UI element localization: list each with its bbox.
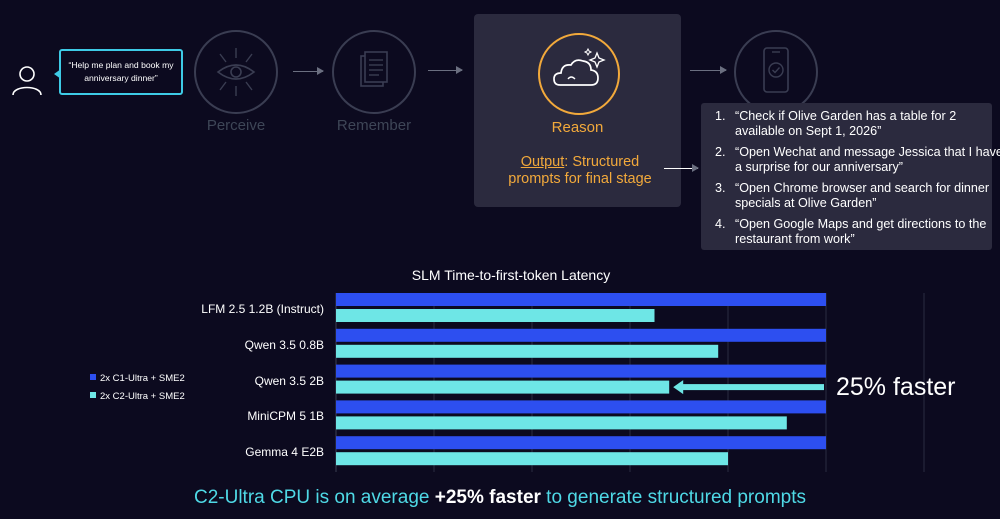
bar-c2-3 <box>336 416 787 430</box>
category-label: MiniCPM 5 1B <box>247 409 324 423</box>
bar-c1-3 <box>336 400 826 414</box>
prompt-item: “Open Chrome browser and search for dinn… <box>729 181 1000 210</box>
reason-label: Reason <box>551 119 604 136</box>
document-icon <box>360 51 388 87</box>
bar-c2-4 <box>336 452 728 466</box>
legend-label-c2: 2x C2-Ultra + SME2 <box>100 391 185 402</box>
arrow-remember-to-reason <box>428 66 463 74</box>
footer-highlight: +25% faster <box>434 487 541 508</box>
eye-network-icon <box>216 48 256 96</box>
cloud-sparkle-icon <box>553 47 606 86</box>
prompt-item: “Check if Olive Garden has a table for 2… <box>729 109 1000 138</box>
legend-item-c1: 2x C1-Ultra + SME2 <box>90 373 185 384</box>
reason-output-text: Output: Structured prompts for final sta… <box>494 154 666 188</box>
output-description: : Structured prompts for final stage <box>508 154 652 187</box>
phone-check-icon <box>763 47 789 93</box>
bar-c2-1 <box>336 344 719 358</box>
bar-c2-2 <box>336 380 670 394</box>
arrow-perceive-to-remember <box>293 67 324 75</box>
remember-label: Remember <box>336 117 412 134</box>
user-icon <box>10 64 44 96</box>
faster-annotation: 25% faster <box>836 373 956 401</box>
bar-c1-0 <box>336 293 826 306</box>
legend-item-c2: 2x C2-Ultra + SME2 <box>90 391 185 402</box>
faster-arrow-head <box>673 380 684 395</box>
remember-stage-circle <box>332 30 416 114</box>
legend-swatch-c2 <box>90 392 96 398</box>
footer-suffix: to generate structured prompts <box>540 487 806 508</box>
legend-label-c1: 2x C1-Ultra + SME2 <box>100 373 185 384</box>
category-label: Gemma 4 E2B <box>245 445 324 459</box>
reason-stage-circle <box>538 33 620 115</box>
user-prompt-bubble: “Help me plan and book my anniversary di… <box>54 49 183 95</box>
category-label: Qwen 3.5 2B <box>254 374 324 388</box>
bar-c1-4 <box>336 436 826 450</box>
legend-swatch-c1 <box>90 374 96 380</box>
user-prompt-text: “Help me plan and book my anniversary di… <box>68 60 174 83</box>
category-label: LFM 2.5 1.2B (Instruct) <box>201 302 324 316</box>
arrow-reason-to-action <box>690 66 727 74</box>
faster-arrow-shaft <box>681 384 824 391</box>
chart-title: SLM Time-to-first-token Latency <box>411 267 611 283</box>
structured-prompts-panel: “Check if Olive Garden has a table for 2… <box>701 103 1000 250</box>
footer-summary: C2-Ultra CPU is on average +25% faster t… <box>0 487 1000 509</box>
footer-prefix: C2-Ultra CPU is on average <box>193 487 435 508</box>
bar-c1-2 <box>336 364 826 378</box>
prompt-item: “Open Google Maps and get directions to … <box>729 217 1000 246</box>
bar-c2-0 <box>336 309 655 322</box>
arrow-reason-to-prompts <box>664 164 699 172</box>
perceive-stage-circle <box>194 30 278 114</box>
output-key: Output <box>520 154 565 170</box>
category-label: Qwen 3.5 0.8B <box>244 338 324 352</box>
prompts-list: “Check if Olive Garden has a table for 2… <box>701 109 1000 253</box>
perceive-label: Perceive <box>206 117 266 134</box>
bar-c1-1 <box>336 328 826 342</box>
prompt-item: “Open Wechat and message Jessica that I … <box>729 145 1000 174</box>
